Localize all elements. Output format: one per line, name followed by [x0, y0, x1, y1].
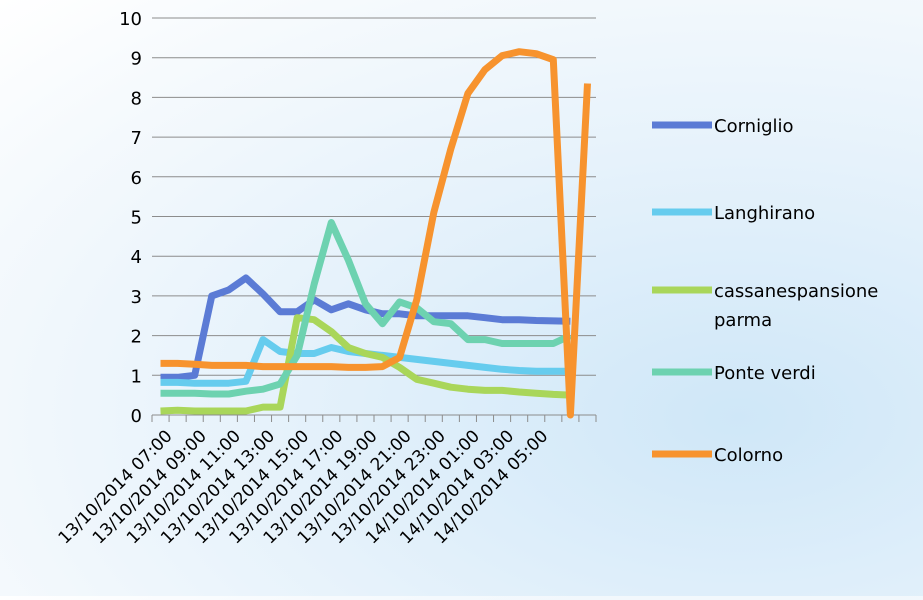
series-line: [160, 314, 571, 415]
legend-label: Colorno: [714, 445, 783, 466]
y-tick-label: 4: [131, 247, 142, 268]
y-axis-ticks: 0 1 2 3 4 5 6 7 8 9 10: [119, 9, 142, 427]
legend-label: Langhirano: [714, 203, 815, 224]
y-tick-label: 3: [131, 287, 142, 308]
y-tick-label: 0: [131, 406, 142, 427]
y-tick-label: 10: [119, 9, 142, 30]
legend-label: Ponte verdi: [714, 363, 816, 384]
y-tick-label: 5: [131, 208, 142, 229]
y-tick-label: 7: [131, 128, 142, 149]
series-line: [160, 48, 591, 419]
y-tick-label: 9: [131, 49, 142, 70]
y-tick-label: 1: [131, 366, 142, 387]
y-tick-label: 6: [131, 168, 142, 189]
series-line: [160, 219, 572, 398]
series-lines: [160, 48, 591, 419]
y-tick-label: 8: [131, 88, 142, 109]
legend-label: Corniglio: [714, 116, 794, 137]
grid: [151, 17, 597, 422]
y-tick-label: 2: [131, 327, 142, 348]
legend: Corniglio Langhirano cassanespansione parma…: [652, 116, 878, 466]
legend-label: cassanespansione parma: [714, 281, 878, 331]
series-line: [160, 274, 571, 381]
